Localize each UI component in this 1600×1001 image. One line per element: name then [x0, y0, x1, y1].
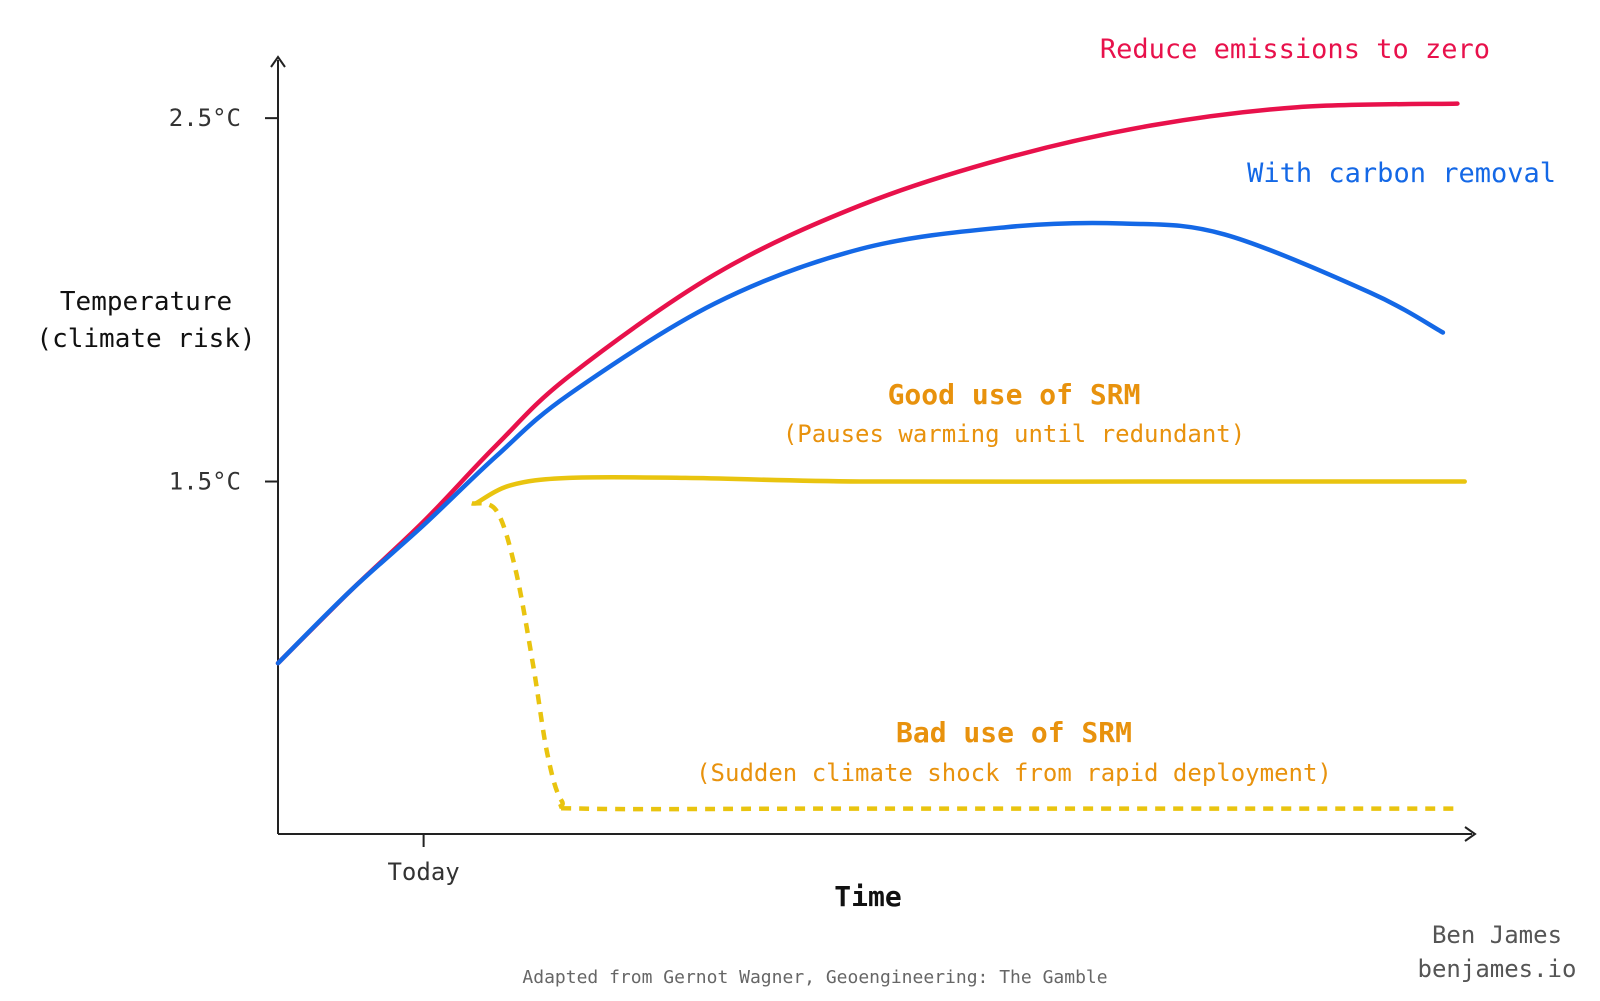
series-label-reduce-emissions: Reduce emissions to zero: [1100, 34, 1490, 65]
series-sublabel-good-srm: (Pauses warming until redundant): [783, 420, 1245, 448]
y-axis-title-line-1: Temperature: [60, 287, 232, 317]
y-axis-arrow-icon: [270, 55, 286, 68]
ticks: 2.5°C 1.5°C Today: [169, 104, 460, 886]
y-tick-label: 1.5°C: [169, 468, 241, 496]
credit-website: benjames.io: [1418, 955, 1577, 983]
series-line-bad-srm: [471, 501, 1458, 812]
axes: [270, 55, 1477, 842]
series-label-carbon-removal: With carbon removal: [1247, 158, 1556, 189]
x-axis-arrow-icon: [1464, 826, 1477, 842]
series-label-bad-srm: Bad use of SRM: [896, 716, 1132, 749]
credit-author: Ben James: [1432, 921, 1562, 949]
series-line-carbon-removal: [275, 220, 1446, 666]
series-sublabel-bad-srm: (Sudden climate shock from rapid deploym…: [696, 759, 1332, 787]
y-axis-title-line-2: (climate risk): [36, 324, 255, 354]
source-note: Adapted from Gernot Wagner, Geoengineeri…: [522, 967, 1107, 988]
x-axis-title: Time: [834, 880, 901, 913]
series-line-good-srm: [473, 474, 1467, 506]
y-tick-label: 2.5°C: [169, 104, 241, 132]
series-lines: [275, 101, 1467, 812]
series-line-reduce-emissions: [275, 101, 1460, 666]
series-label-good-srm: Good use of SRM: [888, 378, 1141, 411]
x-tick-label: Today: [387, 858, 459, 886]
